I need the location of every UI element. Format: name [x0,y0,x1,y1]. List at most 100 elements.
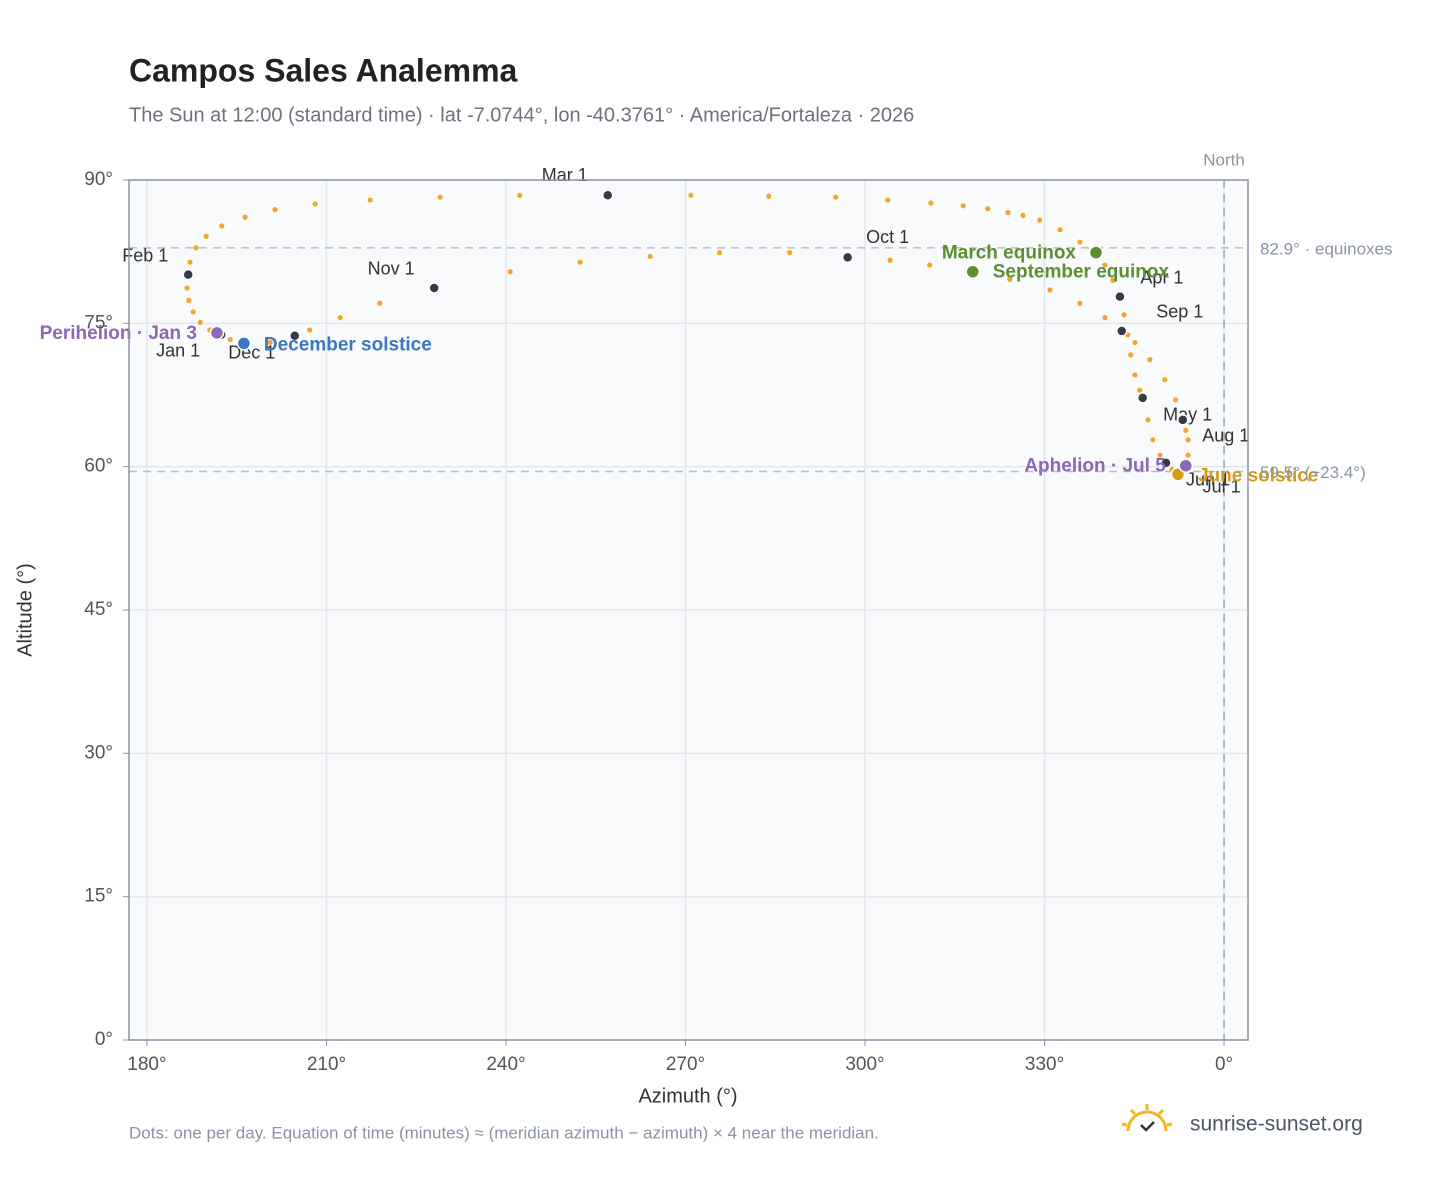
daily-dot [1132,372,1138,378]
x-tick-label: 210° [307,1054,346,1075]
brand: sunrise-sunset.org [1190,1113,1363,1136]
daily-dot [1132,339,1138,346]
month-label: Oct 1 [866,227,909,247]
month-marker [841,251,854,264]
x-tick-label: 330° [1025,1054,1064,1075]
event-label: September equinox [993,262,1170,283]
x-tick-label: 180° [127,1054,166,1075]
daily-dot [1007,276,1013,282]
event-label: March equinox [942,243,1077,264]
daily-dot [985,206,991,212]
month-marker [1177,414,1189,426]
month-label: May 1 [1163,405,1212,425]
event-label: Aphelion · Jul 5 [1024,456,1166,477]
daily-dot [186,297,192,303]
daily-dot [1137,387,1143,393]
x-tick-label: 240° [486,1054,525,1075]
daily-dot [1047,287,1053,293]
daily-dot [197,319,203,325]
month-marker [1160,457,1172,469]
daily-dot [1077,239,1083,245]
month-label: Feb 1 [122,245,168,265]
x-axis-label: Azimuth (°) [638,1085,737,1107]
daily-dot [242,214,248,220]
daily-dot [1005,209,1011,216]
month-marker [1114,290,1126,303]
x-tick-label: 300° [845,1054,884,1075]
event-label: June solstice [1198,465,1318,486]
daily-dot [1110,277,1116,283]
daily-dot [367,197,373,203]
daily-dot [437,194,443,200]
daily-dot [885,197,891,203]
daily-dot [1057,227,1063,233]
event-marker [965,264,980,279]
event-marker [209,325,225,341]
daily-dot [517,192,523,198]
footnote: Dots: one per day. Equation of time (min… [129,1123,879,1142]
daily-dot [1172,397,1179,403]
month-label: Sep 1 [1156,302,1203,322]
daily-dot [193,245,199,251]
daily-dot [507,269,513,275]
daily-dot [647,253,653,260]
daily-dot [1077,300,1083,306]
chart-subtitle: The Sun at 12:00 (standard time) · lat -… [129,104,914,126]
month-marker [182,268,194,281]
daily-dot [1102,262,1108,268]
month-marker [1136,392,1149,404]
daily-dot [1102,315,1108,321]
x-tick-label: 0° [1215,1054,1233,1075]
daily-dot [337,315,343,321]
daily-dot [1162,377,1168,383]
event-label: December solstice [264,334,432,355]
daily-dot [887,257,893,263]
daily-dot [1147,357,1153,363]
month-label: Jul 1 [1203,476,1241,496]
north-label: North [1203,150,1245,169]
daily-dot [377,300,383,306]
daily-dot [1183,427,1189,433]
y-axis-label: Altitude (°) [14,563,36,657]
daily-dot [1037,217,1043,223]
daily-dot [717,250,723,256]
daily-dot [577,259,583,265]
daily-dot [312,201,318,207]
event-marker [236,336,252,351]
daily-dot [1185,437,1191,443]
daily-dot [787,250,793,256]
daily-dot [219,223,225,229]
month-label: Nov 1 [368,259,415,279]
month-marker [1115,325,1128,337]
daily-dot [227,336,233,343]
y-tick-label: 0° [95,1029,113,1050]
daily-dot [307,327,313,333]
daily-dot [190,309,196,315]
brand-logo [1121,1104,1173,1132]
event-marker [1178,458,1194,473]
daily-dot [1185,452,1191,458]
y-tick-label: 60° [84,456,113,477]
y-tick-label: 75° [84,312,113,333]
daily-dot [184,285,190,291]
daily-dot [267,339,273,346]
daily-dot [927,262,933,268]
y-tick-label: 30° [84,742,113,763]
month-label: Aug 1 [1202,426,1249,446]
daily-dot [1157,452,1163,458]
daily-dot [688,192,694,198]
daily-dot [833,194,839,200]
y-tick-label: 90° [84,169,113,190]
month-marker [601,189,614,202]
daily-dot [1145,417,1151,423]
daily-dot [187,259,193,265]
daily-dot [960,203,966,209]
reference-label: 82.9° · equinoxes [1260,239,1393,258]
daily-dot [1150,437,1156,443]
daily-dot [203,233,209,239]
plot-border [128,179,1249,1041]
month-marker [289,330,301,342]
daily-dot [272,207,278,213]
